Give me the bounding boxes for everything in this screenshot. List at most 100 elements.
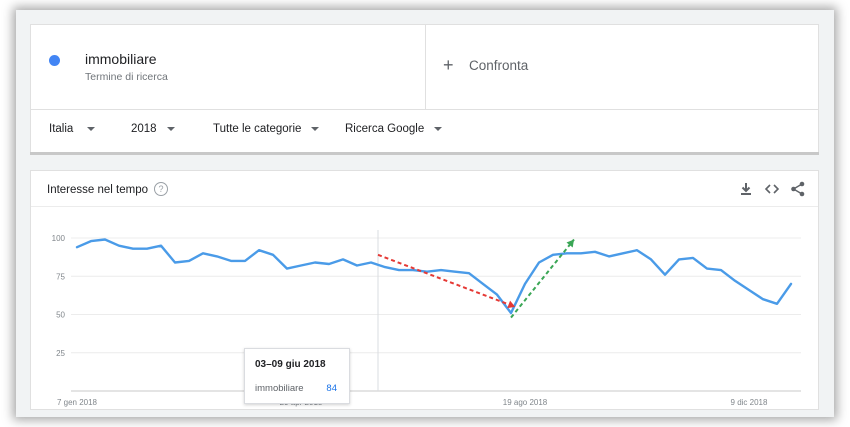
chart-title: Interesse nel tempo (47, 184, 149, 196)
section-divider (30, 152, 819, 155)
chevron-down-icon (311, 127, 320, 131)
data-point (286, 268, 288, 270)
data-point (174, 261, 176, 264)
chevron-down-icon (434, 127, 443, 131)
data-point (426, 271, 428, 273)
y-tick-label: 25 (56, 349, 65, 358)
y-tick-label: 100 (52, 234, 66, 243)
data-point (734, 280, 736, 282)
filter-category-label: Tutte le categorie (213, 123, 302, 135)
data-point (720, 269, 722, 271)
trends-screenshot-frame: immobiliare Termine di ricerca + Confron… (16, 10, 834, 417)
data-point (608, 255, 610, 257)
embed-icon[interactable] (763, 180, 781, 198)
data-point (104, 238, 106, 241)
data-point (790, 283, 792, 285)
data-point (454, 271, 456, 273)
search-term-card: immobiliare Termine di ricerca + Confron… (30, 24, 819, 110)
filter-search-type-dropdown[interactable]: Ricerca Google (345, 123, 443, 135)
series-color-dot (49, 55, 60, 66)
data-point (398, 269, 400, 271)
filter-period-dropdown[interactable]: 2018 (131, 123, 175, 135)
x-tick-label: 19 ago 2018 (503, 398, 548, 407)
chevron-down-icon (87, 127, 96, 131)
filter-search-type-label: Ricerca Google (345, 123, 425, 135)
chart-header: Interesse nel tempo ? (31, 171, 818, 207)
data-point (146, 248, 148, 250)
data-point (384, 266, 386, 268)
filter-category-dropdown[interactable]: Tutte le categorie (213, 123, 320, 135)
interest-over-time-card: Interesse nel tempo ? (30, 170, 819, 410)
data-point (412, 269, 414, 271)
data-point (258, 249, 260, 251)
data-point (706, 268, 708, 270)
filter-region-dropdown[interactable]: Italia (49, 123, 96, 135)
data-point (160, 245, 162, 247)
search-term-block[interactable]: immobiliare Termine di ricerca (31, 25, 426, 109)
decline-arrow-line (377, 253, 516, 308)
data-point (356, 264, 358, 267)
filters-bar: Italia 2018 Tutte le categorie Ricerca G… (30, 110, 819, 152)
data-point (272, 254, 274, 256)
data-point (580, 252, 582, 254)
hover-tooltip: 03–09 giu 2018 immobiliare 84 (244, 348, 350, 404)
data-point (622, 252, 624, 254)
tooltip-value: 84 (326, 383, 337, 394)
x-tick-label: 9 dic 2018 (731, 398, 768, 407)
rebound-arrow-head (566, 239, 574, 248)
filter-region-label: Italia (49, 123, 74, 135)
data-point (342, 258, 344, 261)
data-point (496, 294, 498, 296)
data-point (132, 248, 134, 250)
data-point (90, 240, 92, 242)
rebound-arrow-line (510, 238, 575, 319)
data-point (328, 263, 330, 265)
data-point (188, 260, 190, 262)
decline-arrow-head (507, 300, 516, 309)
plus-icon: + (443, 55, 454, 75)
download-icon[interactable] (737, 180, 755, 198)
compare-button[interactable]: + Confronta (427, 25, 819, 109)
share-icon[interactable] (789, 180, 807, 198)
data-point (650, 258, 652, 261)
data-point (566, 252, 568, 254)
data-point (370, 261, 372, 264)
data-point (216, 255, 218, 257)
help-icon[interactable]: ? (154, 182, 168, 196)
data-point (762, 298, 764, 300)
x-tick-label: 7 gen 2018 (57, 398, 98, 407)
chevron-down-icon (166, 127, 175, 131)
data-point (76, 246, 78, 248)
series-line-immobiliare (75, 238, 793, 315)
compare-label: Confronta (469, 58, 529, 73)
search-term-subtitle: Termine di ricerca (85, 71, 168, 83)
data-point (678, 258, 680, 261)
data-point (314, 261, 316, 264)
data-point (538, 261, 540, 264)
data-point (230, 260, 232, 262)
data-point (664, 274, 666, 276)
data-point (468, 272, 470, 274)
data-point (482, 283, 484, 285)
data-point (300, 264, 302, 267)
data-point (118, 245, 120, 247)
search-term-name[interactable]: immobiliare (85, 51, 157, 67)
tooltip-date: 03–09 giu 2018 (255, 359, 326, 370)
data-point (776, 303, 778, 305)
data-point (524, 283, 526, 285)
data-point (510, 312, 512, 314)
data-point (552, 254, 554, 256)
data-point (748, 289, 750, 291)
data-point (244, 260, 246, 262)
y-tick-label: 75 (56, 272, 65, 281)
tooltip-term: immobiliare (255, 383, 304, 394)
data-point (202, 252, 204, 254)
filter-period-label: 2018 (131, 123, 157, 135)
data-point (692, 257, 694, 259)
data-point (636, 249, 638, 251)
y-tick-label: 50 (56, 311, 65, 320)
data-point (594, 251, 596, 253)
data-point (440, 269, 442, 271)
